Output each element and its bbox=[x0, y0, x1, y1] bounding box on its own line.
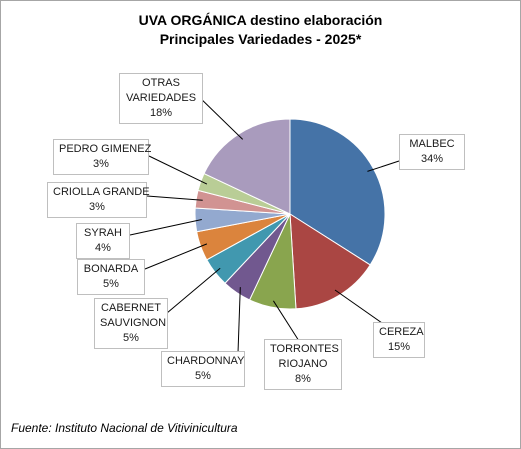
slice-label-text: CEREZA bbox=[379, 326, 424, 338]
slice-label-criolla-grande: CRIOLLA GRANDE 3% bbox=[47, 182, 150, 218]
slice-label-text: RIOJANO bbox=[278, 358, 328, 370]
slice-label-text: MALBEC bbox=[409, 138, 455, 150]
slice-label-text: CABERNET bbox=[101, 302, 161, 314]
leader-line bbox=[146, 195, 203, 201]
source-note: Fuente: Instituto Nacional de Vitivinicu… bbox=[11, 421, 238, 435]
leader-line bbox=[129, 219, 202, 236]
slice-label-percent: 5% bbox=[195, 370, 211, 382]
slice-label-percent: 15% bbox=[387, 341, 411, 353]
slice-label-text: CRIOLLA GRANDE bbox=[53, 186, 150, 198]
pie-slice-malbec bbox=[289, 118, 386, 266]
chart-title: UVA ORGÁNICA destino elaboración bbox=[138, 12, 383, 28]
slice-label-text: BONARDA bbox=[83, 263, 139, 275]
slice-label-percent: 3% bbox=[89, 201, 105, 213]
slice-label-percent: 8% bbox=[295, 373, 311, 385]
leader-line bbox=[148, 155, 208, 185]
leader-line bbox=[144, 243, 208, 270]
slice-label-text: SAUVIGNON bbox=[100, 317, 167, 329]
slice-label-text: TORRONTES bbox=[270, 343, 339, 355]
slice-label-bonarda: BONARDA 5% bbox=[77, 259, 145, 295]
slice-label-percent: 3% bbox=[93, 158, 109, 170]
slice-label-malbec: MALBEC 34% bbox=[399, 134, 465, 170]
slice-label-cabernet-sauvignon: CABERNET SAUVIGNON 5% bbox=[94, 298, 168, 349]
pie-slice-cereza bbox=[289, 213, 371, 310]
leader-line bbox=[367, 160, 400, 172]
slice-label-pedro-gimenez: PEDRO GIMENEZ 3% bbox=[53, 139, 152, 175]
slice-label-text: VARIEDADES bbox=[125, 92, 197, 104]
slice-label-percent: 5% bbox=[123, 332, 139, 344]
slice-label-text: SYRAH bbox=[84, 227, 122, 239]
leader-line bbox=[237, 287, 241, 354]
slice-label-text: CHARDONNAY bbox=[167, 355, 245, 367]
slice-label-syrah: SYRAH 4% bbox=[76, 223, 130, 259]
slice-label-percent: 18% bbox=[149, 107, 173, 119]
chart-subtitle: Principales Variedades - 2025* bbox=[159, 31, 362, 47]
leader-line bbox=[166, 267, 221, 314]
slice-label-cereza: CEREZA 15% bbox=[373, 322, 425, 358]
slice-label-percent: 5% bbox=[103, 278, 119, 290]
slice-label-percent: 4% bbox=[95, 242, 111, 254]
pie-slice-otras-variedades bbox=[203, 118, 291, 215]
slice-label-torrontes-riojano: TORRONTES RIOJANO 8% bbox=[264, 339, 342, 390]
slice-label-percent: 34% bbox=[420, 153, 444, 165]
chart-title-block: UVA ORGÁNICA destino elaboración Princip… bbox=[1, 11, 520, 49]
slice-label-otras-variedades: OTRAS VARIEDADES 18% bbox=[119, 73, 203, 124]
slice-label-chardonnay: CHARDONNAY 5% bbox=[161, 351, 245, 387]
slice-label-text: OTRAS bbox=[142, 77, 180, 89]
leader-line bbox=[272, 300, 300, 342]
leader-line bbox=[334, 289, 383, 324]
slice-label-text: PEDRO GIMENEZ bbox=[59, 143, 152, 155]
